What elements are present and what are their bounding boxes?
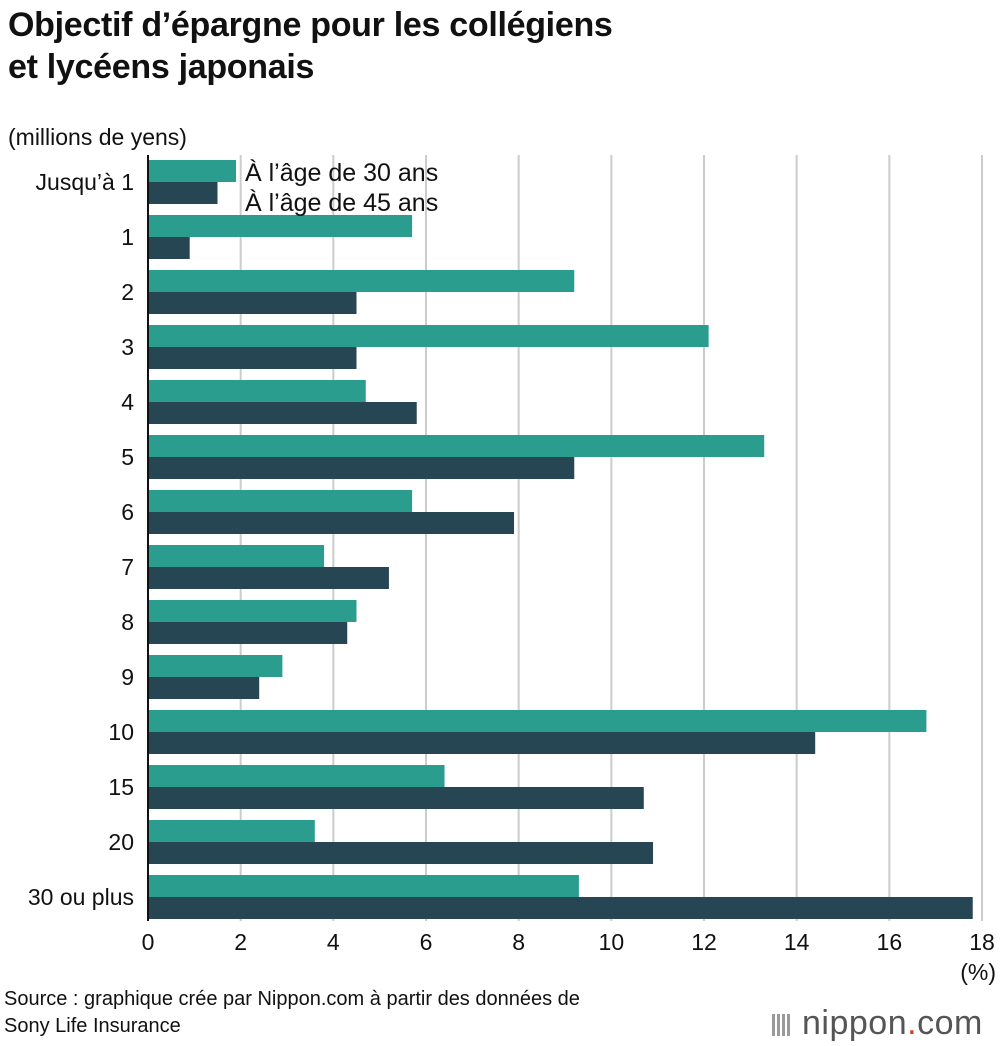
x-tick-label: 4 [327, 929, 340, 955]
bar [148, 512, 515, 534]
x-tick-label: 6 [420, 929, 433, 955]
category-label: 30 ou plus [28, 884, 134, 910]
category-label: 2 [121, 279, 134, 305]
x-axis-label: (%) [960, 959, 996, 985]
category-label: Jusqu’à 1 [36, 169, 134, 195]
unit-label: (millions de yens) [8, 124, 187, 150]
bar [148, 897, 973, 919]
x-tick-label: 16 [877, 929, 903, 955]
bar [148, 215, 413, 237]
logo-bars-icon [772, 1004, 792, 1043]
category-label: 4 [121, 389, 134, 415]
bar [148, 710, 927, 732]
bar [148, 182, 218, 204]
bar [148, 655, 283, 677]
bar [148, 160, 237, 182]
bar [148, 765, 445, 787]
bar [148, 402, 417, 424]
nippon-logo: nippon. com [772, 1004, 983, 1043]
source-line-2: Sony Life Insurance [4, 1015, 181, 1037]
category-label: 20 [108, 829, 134, 855]
chart-title-line-1: Objectif d’épargne pour les collégiens [8, 6, 613, 44]
bar [148, 457, 575, 479]
bar [148, 787, 644, 809]
bar [148, 545, 325, 567]
bar [148, 567, 389, 589]
category-label: 5 [121, 444, 134, 470]
x-tick-label: 10 [599, 929, 625, 955]
bar [148, 237, 190, 259]
bar [148, 292, 357, 314]
category-label: 8 [121, 609, 134, 635]
category-label: 9 [121, 664, 134, 690]
source-note: Source : graphique crée par Nippon.com à… [4, 986, 764, 1040]
x-tick-label: 8 [512, 929, 525, 955]
category-label: 1 [121, 224, 134, 250]
source-line-1: Source : graphique crée par Nippon.com à… [4, 988, 580, 1010]
bar [148, 842, 654, 864]
chart-title: Objectif d’épargne pour les collégiens e… [8, 4, 908, 88]
chart-title-line-2: et lycéens japonais [8, 48, 315, 86]
bar [148, 347, 357, 369]
bar [148, 600, 357, 622]
category-label: 10 [108, 719, 134, 745]
x-tick-label: 18 [969, 929, 995, 955]
x-tick-label: 14 [784, 929, 810, 955]
legend-entry: À l’âge de 30 ans [245, 158, 438, 187]
bar [148, 677, 260, 699]
legend-entry: À l’âge de 45 ans [245, 188, 438, 217]
logo-dot: . [907, 1004, 918, 1042]
category-label: 6 [121, 499, 134, 525]
bar [148, 325, 709, 347]
x-tick-label: 0 [142, 929, 155, 955]
category-label: 7 [121, 554, 134, 580]
category-label: 15 [108, 774, 134, 800]
logo-name: nippon [802, 1004, 908, 1042]
logo-suffix: com [917, 1004, 983, 1042]
bar [148, 732, 816, 754]
bar [148, 380, 366, 402]
x-tick-label: 12 [691, 929, 717, 955]
bar [148, 820, 315, 842]
bar [148, 490, 413, 512]
bar [148, 622, 348, 644]
category-label: 3 [121, 334, 134, 360]
bar [148, 270, 575, 292]
bar [148, 435, 765, 457]
bar [148, 875, 579, 897]
x-tick-label: 2 [234, 929, 247, 955]
